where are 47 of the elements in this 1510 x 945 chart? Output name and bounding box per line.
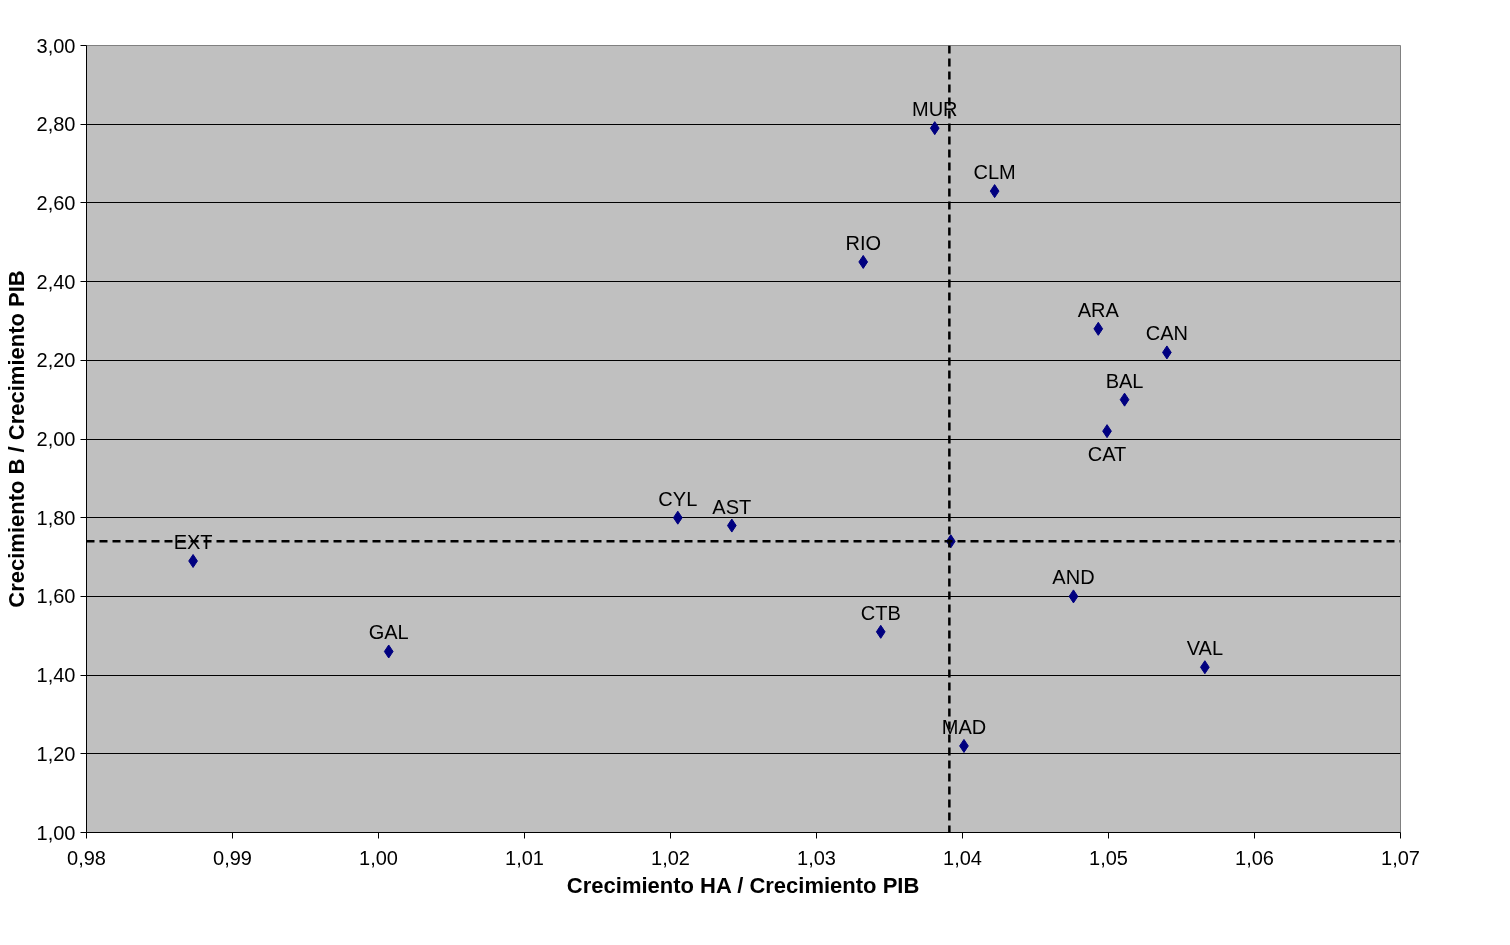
y-tick-label: 2,20 [36, 349, 76, 372]
x-tick-label: 1,06 [1235, 846, 1274, 869]
x-tick-label: 1,03 [797, 846, 836, 869]
annotation: ARA [1077, 298, 1120, 321]
annotation: CAT [1087, 443, 1127, 466]
annotation: RIO [845, 231, 881, 254]
point [1093, 321, 1104, 336]
y-tick-label: 3,00 [36, 34, 76, 57]
point [1119, 392, 1130, 407]
annotation: BAL [1105, 369, 1144, 392]
point [1068, 589, 1079, 604]
y-tick-label: 1,40 [36, 664, 76, 687]
y-tick-label: 2,40 [36, 270, 76, 293]
x-tick-label: 1,01 [505, 846, 544, 869]
point [383, 644, 394, 659]
annotation: AST [712, 495, 752, 518]
x-tick-label: 1,04 [943, 846, 982, 869]
x-tick-label: 0,99 [213, 846, 252, 869]
annotation: CAN [1145, 322, 1189, 345]
x-axis-title: Crecimiento HA / Crecimiento PIB [566, 872, 920, 898]
x-tick-label: 1,05 [1089, 846, 1128, 869]
x-tick-label: 1,02 [651, 846, 690, 869]
y-tick-label: 2,60 [36, 191, 76, 214]
annotation: AND [1052, 566, 1095, 589]
annotation: MUR [911, 98, 958, 121]
y-tick-label: 1,80 [36, 506, 76, 529]
point [858, 254, 869, 269]
annotation: GAL [368, 621, 409, 644]
annotation: VAL [1186, 637, 1224, 660]
y-tick-label: 1,00 [36, 821, 76, 844]
point [875, 624, 886, 639]
x-tick-label: 1,00 [359, 846, 398, 869]
annotation: MAD [941, 715, 987, 738]
point [929, 121, 940, 136]
y-tick-label: 1,60 [36, 585, 76, 608]
point [989, 184, 1000, 199]
y-axis-title: Crecimiento B / Crecimiento PIB [3, 270, 29, 608]
y-tick-label: 1,20 [36, 742, 76, 765]
annotation: CYL [658, 487, 698, 510]
point [726, 518, 737, 533]
y-tick-label: 2,80 [36, 113, 76, 136]
annotation: CTB [860, 601, 901, 624]
x-tick-label: 1,07 [1381, 846, 1420, 869]
point [672, 510, 683, 525]
annotation: CLM [973, 161, 1016, 184]
x-tick-label: 0,98 [67, 846, 106, 869]
y-tick-label: 2,00 [36, 428, 76, 450]
